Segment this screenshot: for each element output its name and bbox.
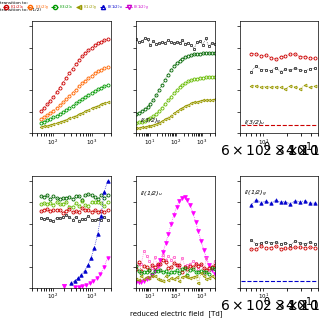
Text: transition to: I(1/2): transition to: I(1/2) <box>0 8 41 12</box>
Text: reduced electric field  [Td]: reduced electric field [Td] <box>130 310 222 317</box>
Text: I(3/2)$_g$: I(3/2)$_g$ <box>140 117 161 127</box>
Legend: I(1/2)$_u$, I(3/2)$_g$, I(3/2)$_u$, I(1/2)$_g$, II(1/2)$_u$, II(1/2)$_g$: I(1/2)$_u$, I(3/2)$_g$, I(3/2)$_u$, I(1/… <box>2 2 150 13</box>
Text: II(1/2)$_g$: II(1/2)$_g$ <box>244 189 267 199</box>
Text: transition to:: transition to: <box>0 1 28 4</box>
Text: I(3/2)$_u$: I(3/2)$_u$ <box>244 118 265 127</box>
Text: II(1/2)$_u$: II(1/2)$_u$ <box>140 189 163 198</box>
